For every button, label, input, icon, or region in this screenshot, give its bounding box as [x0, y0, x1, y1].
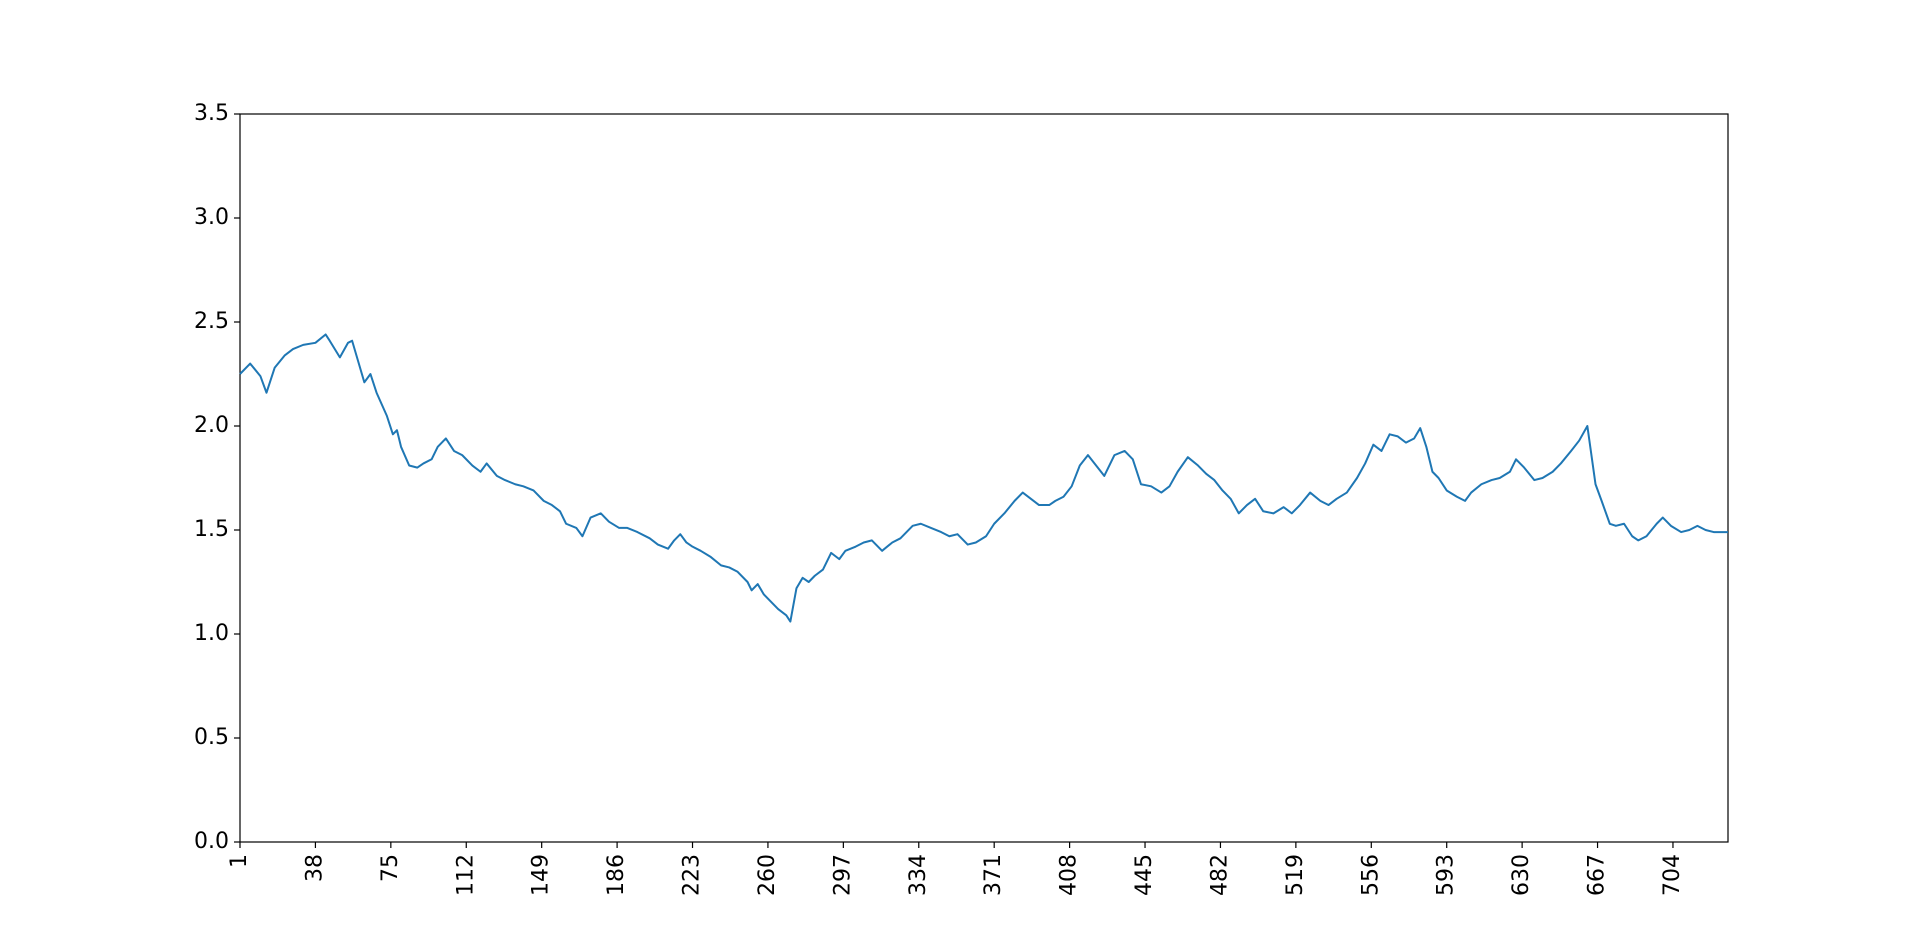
plot-frame [239, 113, 1729, 843]
y-tick-label: 2.0 [194, 413, 229, 438]
y-tick-label: 1.0 [194, 621, 229, 646]
x-tick-label: 519 [1283, 854, 1308, 896]
x-tick-label: 408 [1057, 854, 1082, 896]
x-tick-label: 186 [604, 854, 629, 896]
x-tick-label: 75 [378, 854, 403, 882]
x-tick-label: 149 [529, 854, 554, 896]
x-tick-label: 704 [1660, 854, 1685, 896]
x-tick-label: 223 [680, 854, 705, 896]
x-tick-label: 482 [1207, 854, 1232, 896]
y-tick-label: 2.5 [194, 309, 229, 334]
x-tick-label: 445 [1132, 854, 1157, 896]
x-tick-label: 593 [1434, 854, 1459, 896]
x-tick-label: 630 [1509, 854, 1534, 896]
y-tick-label: 3.5 [194, 101, 229, 126]
x-tick-label: 556 [1358, 854, 1383, 896]
y-tick-label: 0.0 [194, 829, 229, 854]
x-tick-label: 334 [906, 854, 931, 896]
x-tick-label: 1 [227, 854, 252, 868]
y-tick-label: 3.0 [194, 205, 229, 230]
x-tick-label: 371 [981, 854, 1006, 896]
x-tick-label: 297 [830, 854, 855, 896]
x-tick-label: 667 [1585, 854, 1610, 896]
line-series [239, 333, 1728, 623]
x-tick-label: 260 [755, 854, 780, 896]
y-tick-label: 0.5 [194, 725, 229, 750]
x-tick-label: 38 [302, 854, 327, 882]
y-tick-label: 1.5 [194, 517, 229, 542]
x-tick-label: 112 [453, 854, 478, 896]
